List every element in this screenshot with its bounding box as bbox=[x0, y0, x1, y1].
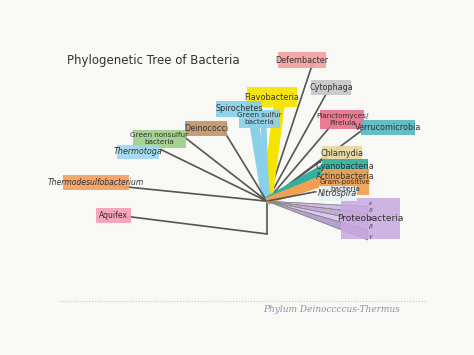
FancyBboxPatch shape bbox=[320, 110, 365, 129]
FancyBboxPatch shape bbox=[133, 130, 186, 148]
FancyBboxPatch shape bbox=[64, 175, 128, 190]
FancyBboxPatch shape bbox=[321, 176, 369, 195]
FancyBboxPatch shape bbox=[185, 121, 228, 136]
FancyBboxPatch shape bbox=[278, 53, 326, 68]
FancyBboxPatch shape bbox=[361, 120, 415, 135]
Text: Nitrospira: Nitrospira bbox=[318, 189, 357, 198]
Text: Flavobacteria: Flavobacteria bbox=[244, 93, 299, 102]
Polygon shape bbox=[267, 201, 368, 240]
FancyBboxPatch shape bbox=[310, 80, 352, 95]
Text: Thermotoga: Thermotoga bbox=[114, 147, 163, 157]
Text: Deinococci: Deinococci bbox=[184, 124, 228, 133]
Text: Green nonsulfur
bacteria: Green nonsulfur bacteria bbox=[130, 132, 188, 145]
Text: Gram-positive
bacteria: Gram-positive bacteria bbox=[319, 179, 371, 192]
Text: ε: ε bbox=[369, 201, 372, 206]
FancyBboxPatch shape bbox=[322, 159, 368, 175]
Text: γ: γ bbox=[369, 234, 372, 239]
Polygon shape bbox=[267, 201, 368, 230]
FancyBboxPatch shape bbox=[321, 169, 369, 184]
Text: Cytophaga: Cytophaga bbox=[309, 83, 353, 92]
Text: Spirochetes: Spirochetes bbox=[216, 104, 263, 113]
FancyBboxPatch shape bbox=[96, 208, 131, 223]
Text: Phylum Deinoccccus-Thermus: Phylum Deinoccccus-Thermus bbox=[263, 305, 400, 313]
FancyBboxPatch shape bbox=[216, 101, 263, 117]
Text: Phylogenetic Tree of Bacteria: Phylogenetic Tree of Bacteria bbox=[66, 54, 239, 66]
Text: Cyanobacteria: Cyanobacteria bbox=[316, 163, 374, 171]
Text: Defembacter: Defembacter bbox=[275, 56, 328, 65]
Text: Green sulfur
bacteria: Green sulfur bacteria bbox=[237, 112, 282, 125]
Polygon shape bbox=[267, 201, 368, 213]
FancyBboxPatch shape bbox=[341, 198, 400, 239]
Text: α: α bbox=[369, 216, 373, 221]
Text: Actinobacteria: Actinobacteria bbox=[316, 172, 374, 181]
Text: Planctomyces/
Pirelula: Planctomyces/ Pirelula bbox=[316, 113, 368, 126]
FancyBboxPatch shape bbox=[319, 186, 357, 201]
FancyBboxPatch shape bbox=[117, 144, 159, 159]
Text: δ: δ bbox=[369, 208, 373, 213]
Text: Chlamydia: Chlamydia bbox=[320, 149, 364, 158]
FancyBboxPatch shape bbox=[322, 146, 363, 162]
Text: Thermodesulfobacterium: Thermodesulfobacterium bbox=[48, 178, 144, 187]
FancyBboxPatch shape bbox=[238, 110, 281, 127]
Text: Verrucomicrobia: Verrucomicrobia bbox=[355, 123, 421, 132]
FancyBboxPatch shape bbox=[246, 87, 297, 107]
Text: Aquifex: Aquifex bbox=[99, 211, 128, 220]
Text: β: β bbox=[369, 224, 373, 229]
Polygon shape bbox=[267, 201, 368, 222]
Text: Proteobacteria: Proteobacteria bbox=[337, 214, 404, 223]
